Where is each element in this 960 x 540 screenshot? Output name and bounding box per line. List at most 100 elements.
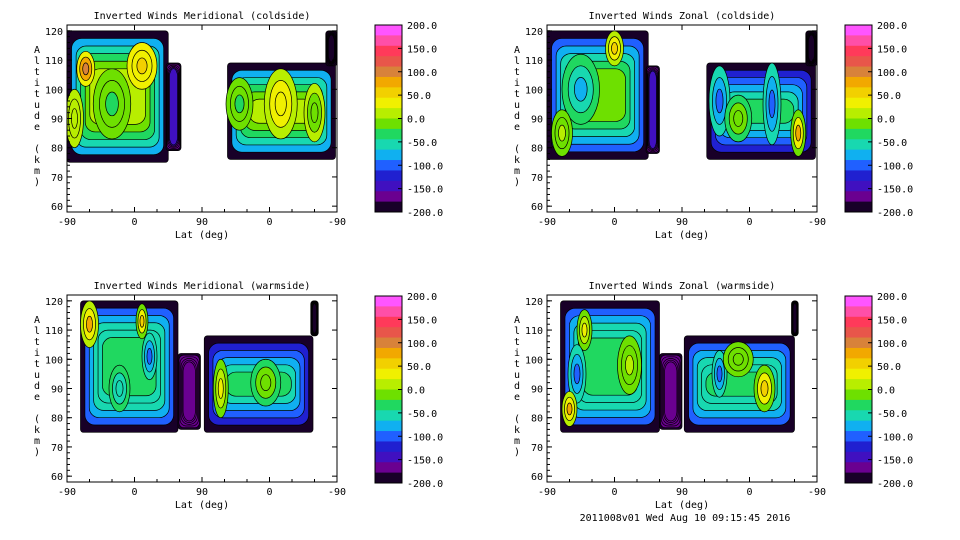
contour-blob xyxy=(310,102,319,123)
y-tick-label: 60 xyxy=(531,202,543,213)
colorbar-label: -50.0 xyxy=(877,138,907,149)
x-tick-label: 0 xyxy=(131,487,137,498)
contour-panel: Inverted Winds Meridional (warmside) -90 0… xyxy=(34,281,443,511)
y-tick-label: 110 xyxy=(45,56,63,67)
colorbar-label: -200.0 xyxy=(407,208,443,219)
contour-region xyxy=(706,62,816,160)
colorbar-label: -100.0 xyxy=(877,432,913,443)
contour-blob xyxy=(558,124,566,142)
x-tick-label: 0 xyxy=(266,487,272,498)
colorbar-swatch xyxy=(845,337,872,349)
contour-region xyxy=(165,62,182,151)
y-tick-label: 70 xyxy=(531,173,543,184)
colorbar-label: 150.0 xyxy=(407,44,437,55)
colorbar-swatch xyxy=(845,56,872,68)
colorbar-label: -50.0 xyxy=(407,409,437,420)
colorbar-swatch xyxy=(375,35,402,47)
x-axis-label: Lat (deg) xyxy=(175,230,229,241)
contour-blob xyxy=(733,110,744,127)
contour-panel: Inverted Winds Zonal (warmside) -90 0 90 0 -9… xyxy=(514,281,913,511)
colorbar-swatch xyxy=(375,368,402,380)
contour-region xyxy=(80,300,179,433)
colorbar-swatch xyxy=(845,45,872,57)
x-tick-label: 0 xyxy=(746,217,752,228)
colorbar-label: -100.0 xyxy=(407,161,443,172)
contour-blob xyxy=(115,380,124,397)
contour-blob xyxy=(71,108,78,129)
y-tick-label: 110 xyxy=(45,326,63,337)
y-tick-label: 60 xyxy=(531,472,543,483)
contour-band xyxy=(169,68,178,146)
colorbar-swatch xyxy=(375,128,402,140)
colorbar-swatch xyxy=(845,25,872,36)
x-tick-label: -90 xyxy=(808,217,826,228)
y-tick-label: 90 xyxy=(51,115,63,126)
colorbar-label: 150.0 xyxy=(877,315,907,326)
colorbar: 200.0 150.0 100.0 50.0 0.0 -50.0 -100.0 -150.0 -… xyxy=(844,292,913,490)
colorbar: 200.0 150.0 100.0 50.0 0.0 -50.0 -100.0 -150.0 -… xyxy=(374,292,443,490)
y-tick-label: 70 xyxy=(531,443,543,454)
colorbar-swatch xyxy=(375,399,402,411)
y-tick-label: 110 xyxy=(525,326,543,337)
colorbar-swatch xyxy=(845,76,872,88)
colorbar-swatch xyxy=(375,347,402,359)
y-tick-label: 90 xyxy=(531,115,543,126)
x-tick-label: 0 xyxy=(611,487,617,498)
y-tick-label: 120 xyxy=(525,27,543,38)
contour-region xyxy=(547,30,649,160)
colorbar-swatch xyxy=(375,25,402,36)
x-tick-label: 90 xyxy=(676,487,688,498)
x-tick-label: 90 xyxy=(196,217,208,228)
colorbar-swatch xyxy=(375,296,402,307)
colorbar-swatch xyxy=(845,472,872,484)
colorbar-label: 0.0 xyxy=(407,115,425,126)
colorbar-swatch xyxy=(845,139,872,151)
x-tick-label: -90 xyxy=(328,487,346,498)
colorbar-label: 200.0 xyxy=(407,292,437,303)
y-tick-label: 80 xyxy=(51,414,63,425)
colorbar-label: -150.0 xyxy=(407,456,443,467)
contour-blob xyxy=(105,91,119,117)
colorbar-label: -200.0 xyxy=(877,208,913,219)
contour-band xyxy=(327,34,335,63)
colorbar-swatch xyxy=(375,139,402,151)
y-tick-label: 80 xyxy=(531,414,543,425)
colorbar-swatch xyxy=(375,441,402,453)
contour-region xyxy=(225,62,336,160)
panel-title: Inverted Winds Meridional (coldside) xyxy=(94,11,311,22)
y-tick-label: 70 xyxy=(51,173,63,184)
contour-region xyxy=(177,353,201,430)
panel-title: Inverted Winds Meridional (warmside) xyxy=(94,281,311,292)
y-tick-label: 80 xyxy=(531,144,543,155)
contour-region xyxy=(310,300,319,337)
contour-blob xyxy=(136,57,148,75)
contour-blob xyxy=(146,348,153,365)
x-axis-label: Lat (deg) xyxy=(655,500,709,511)
colorbar-swatch xyxy=(845,431,872,442)
contour-blob xyxy=(760,380,769,397)
y-tick-label: 120 xyxy=(45,297,63,308)
colorbar-swatch xyxy=(845,306,872,318)
colorbar-swatch xyxy=(845,108,872,119)
y-tick-label: 60 xyxy=(51,202,63,213)
colorbar-swatch xyxy=(375,180,402,192)
colorbar-swatch xyxy=(375,66,402,78)
colorbar-label: -50.0 xyxy=(407,138,437,149)
colorbar-swatch xyxy=(375,108,402,119)
panel-title: Inverted Winds Zonal (coldside) xyxy=(589,11,776,22)
contour-blob xyxy=(625,354,634,376)
colorbar-swatch xyxy=(375,45,402,57)
contour-field xyxy=(560,300,799,433)
panel-title: Inverted Winds Zonal (warmside) xyxy=(589,281,776,292)
colorbar-swatch xyxy=(375,97,402,109)
colorbar-label: -150.0 xyxy=(877,185,913,196)
colorbar-swatch xyxy=(845,462,872,474)
contour-region xyxy=(791,300,799,337)
contour-region xyxy=(325,30,337,67)
colorbar-swatch xyxy=(845,170,872,182)
colorbar-swatch xyxy=(375,431,402,442)
contour-blob xyxy=(274,91,287,117)
contour-region xyxy=(659,353,683,430)
